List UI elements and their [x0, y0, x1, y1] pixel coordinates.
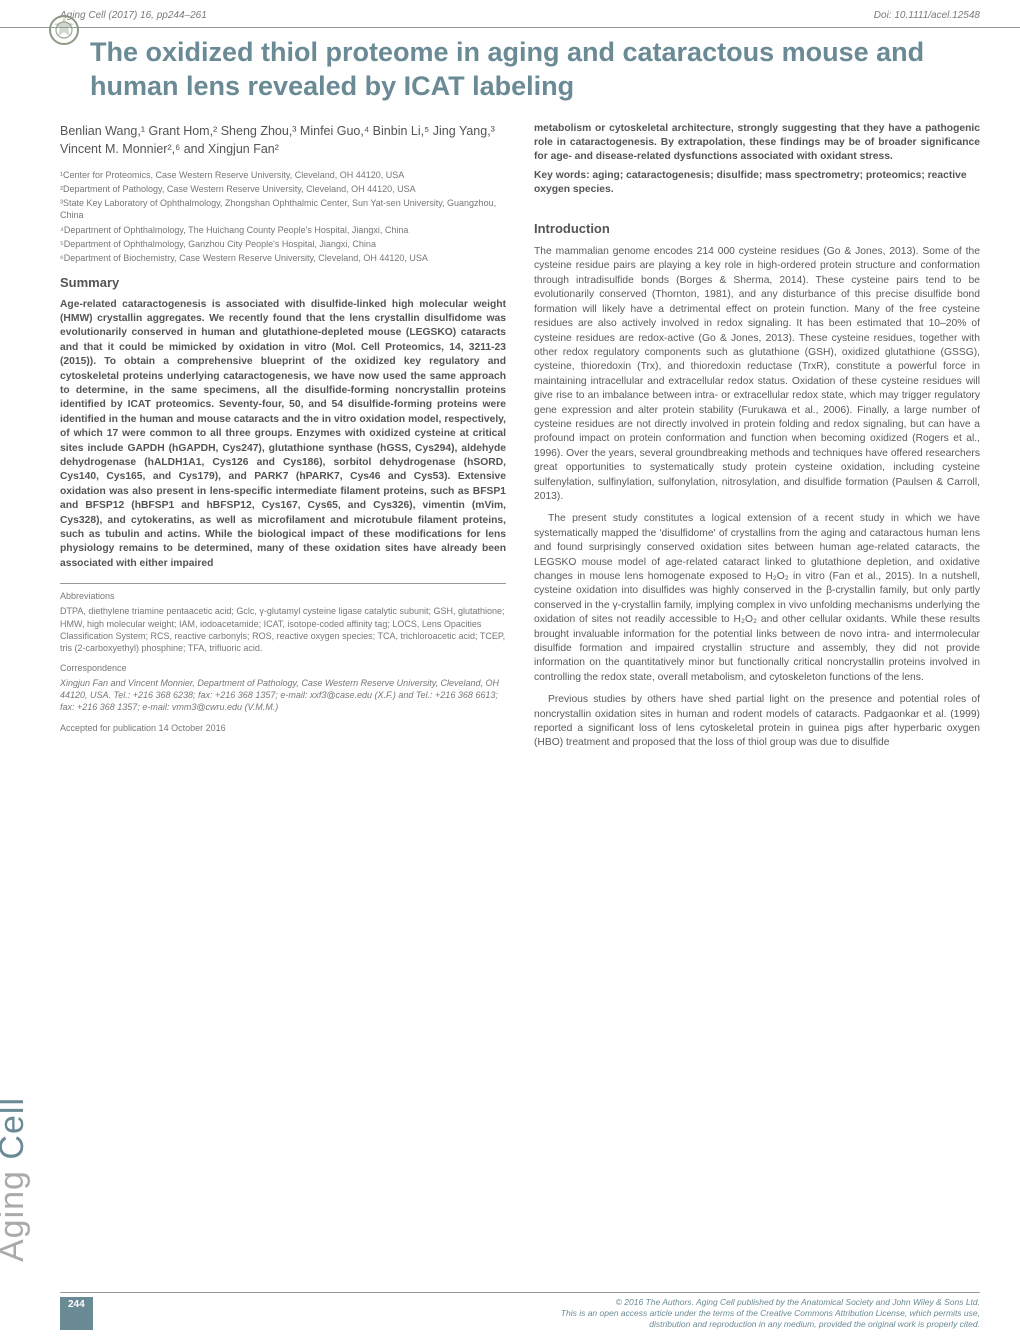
introduction-heading: Introduction [534, 220, 980, 238]
summary-text: Age-related cataractogenesis is associat… [60, 298, 506, 572]
year-vol: (2017) 16, pp244–261 [108, 10, 206, 21]
affiliation: ⁴Department of Ophthalmology, The Huicha… [60, 224, 506, 236]
footer-copyright: © 2016 The Authors. Aging Cell published… [105, 1297, 980, 1330]
right-column: metabolism or cytoskeletal architecture,… [534, 122, 980, 759]
affiliation: ⁶Department of Biochemistry, Case Wester… [60, 252, 506, 264]
summary-heading: Summary [60, 274, 506, 292]
two-column-layout: Benlian Wang,¹ Grant Hom,² Sheng Zhou,³ … [0, 122, 1020, 759]
correspondence-heading: Correspondence [60, 662, 506, 674]
abbreviations-heading: Abbreviations [60, 583, 506, 602]
journal-logo-text: Aging Cell [0, 1097, 32, 1262]
intro-paragraph: Previous studies by others have shed par… [534, 693, 980, 751]
logo-word-cell: Cell [0, 1097, 31, 1160]
accepted-date: Accepted for publication 14 October 2016 [60, 722, 506, 734]
affiliation: ²Department of Pathology, Case Western R… [60, 183, 506, 195]
abstract-continuation: metabolism or cytoskeletal architecture,… [534, 122, 980, 165]
left-column: Benlian Wang,¹ Grant Hom,² Sheng Zhou,³ … [60, 122, 506, 759]
header-bar: Aging Cell (2017) 16, pp244–261 Doi: 10.… [0, 0, 1020, 27]
article-title: The oxidized thiol proteome in aging and… [60, 36, 980, 104]
journal-info: Aging Cell (2017) 16, pp244–261 [60, 10, 207, 21]
authors: Benlian Wang,¹ Grant Hom,² Sheng Zhou,³ … [60, 122, 506, 160]
footer-line: © 2016 The Authors. Aging Cell published… [105, 1297, 980, 1308]
footer-line: distribution and reproduction in any med… [105, 1319, 980, 1330]
abbreviations-text: DTPA, diethylene triamine pentaacetic ac… [60, 605, 506, 654]
affiliation: ³State Key Laboratory of Ophthalmology, … [60, 197, 506, 221]
page-footer: 244 © 2016 The Authors. Aging Cell publi… [60, 1292, 980, 1330]
journal-badge-icon [48, 14, 80, 46]
correspondence-text: Xingjun Fan and Vincent Monnier, Departm… [60, 677, 506, 713]
intro-paragraph: The present study constitutes a logical … [534, 512, 980, 685]
keywords: Key words: aging; cataractogenesis; disu… [534, 169, 980, 198]
intro-paragraph: The mammalian genome encodes 214 000 cys… [534, 245, 980, 504]
page-number: 244 [60, 1297, 93, 1330]
journal-logo-vertical: Aging Cell [24, 1040, 60, 1300]
doi: Doi: 10.1111/acel.12548 [874, 10, 980, 21]
affiliation: ⁵Department of Ophthalmology, Ganzhou Ci… [60, 238, 506, 250]
logo-word-aging: Aging [0, 1170, 31, 1262]
affiliation: ¹Center for Proteomics, Case Western Res… [60, 169, 506, 181]
footer-line: This is an open access article under the… [105, 1308, 980, 1319]
title-section: The oxidized thiol proteome in aging and… [0, 27, 1020, 122]
